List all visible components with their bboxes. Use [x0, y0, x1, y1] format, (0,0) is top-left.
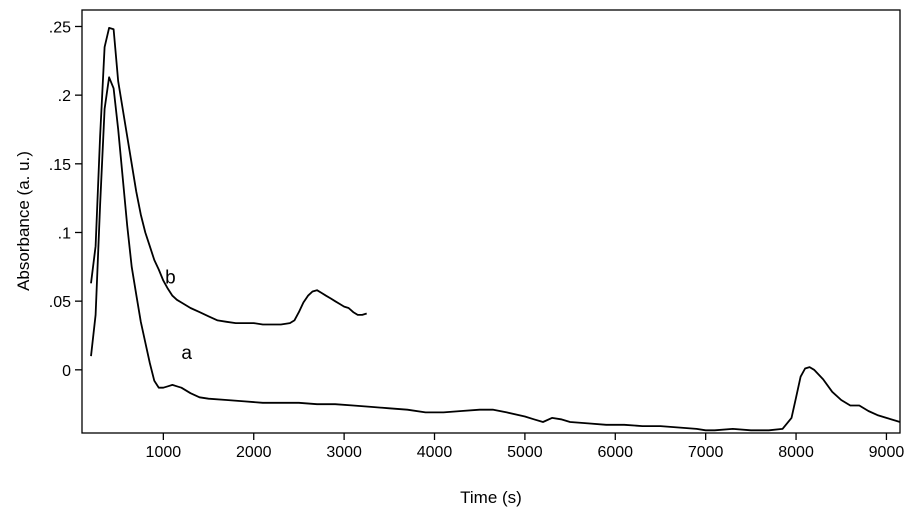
plot-frame [81, 9, 901, 434]
y-tick-label: .2 [58, 88, 71, 105]
y-tick-label: .05 [49, 294, 71, 311]
y-tick-label: .15 [49, 157, 71, 174]
x-tick-label: 6000 [597, 444, 633, 461]
x-tick-label: 9000 [869, 444, 905, 461]
x-axis-title: Time (s) [460, 488, 522, 507]
x-tick-label: 2000 [236, 444, 272, 461]
series-line-b [90, 26, 367, 326]
x-tick-label: 5000 [507, 444, 543, 461]
x-tick-label: 3000 [326, 444, 362, 461]
x-tick-label: 4000 [417, 444, 453, 461]
x-tick-label: 8000 [778, 444, 814, 461]
y-tick-label: 0 [62, 363, 71, 380]
series-label-b: b [165, 267, 176, 288]
y-axis-ticks: 0 .05 .1 .15 .2 .25 [49, 19, 82, 380]
y-axis-title: Absorbance (a. u.) [14, 151, 33, 291]
x-tick-label: 1000 [146, 444, 182, 461]
series-label-a: a [181, 343, 192, 364]
y-tick-label: .25 [49, 19, 71, 36]
series-line-a [90, 76, 901, 432]
y-tick-label: .1 [58, 225, 71, 242]
x-tick-label: 7000 [688, 444, 724, 461]
series-layer [90, 26, 901, 432]
x-axis-ticks: 1000 2000 3000 4000 5000 6000 7000 8000 9000 [146, 433, 905, 461]
annotation-layer: ab [165, 267, 192, 364]
